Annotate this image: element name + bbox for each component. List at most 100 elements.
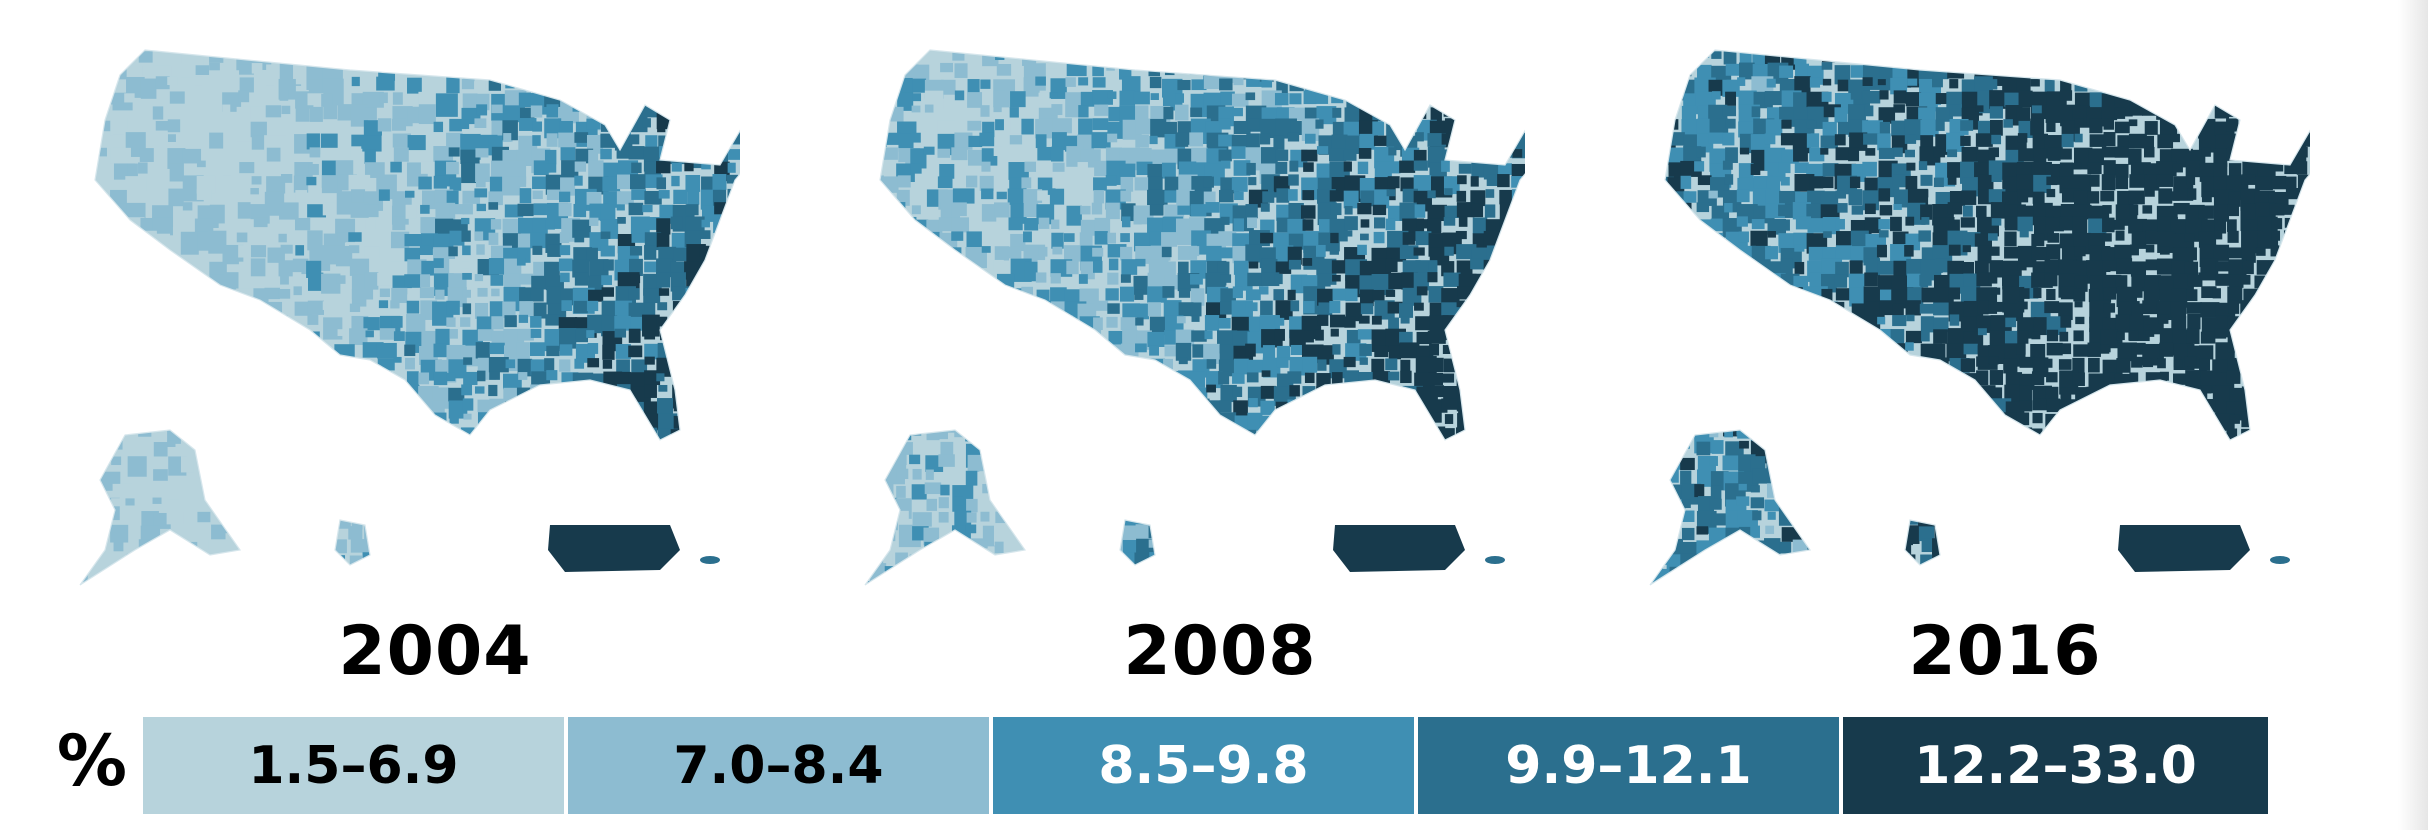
county-cell bbox=[2257, 370, 2270, 384]
county-cell bbox=[1315, 399, 1326, 407]
county-cell bbox=[169, 387, 183, 402]
county-cell bbox=[2072, 372, 2085, 386]
county-cell bbox=[517, 176, 527, 187]
county-cell bbox=[1204, 428, 1221, 444]
county-cell bbox=[1232, 373, 1245, 384]
county-cell bbox=[1105, 175, 1117, 186]
county-cell bbox=[1105, 554, 1124, 572]
county-cell bbox=[1932, 76, 1943, 88]
county-cell bbox=[897, 275, 907, 285]
county-cell bbox=[1863, 133, 1880, 145]
county-cell bbox=[1289, 525, 1305, 540]
county-cell bbox=[547, 244, 561, 257]
county-cell bbox=[1204, 580, 1223, 585]
county-cell bbox=[1655, 258, 1664, 269]
county-cell bbox=[2129, 104, 2143, 116]
county-cell bbox=[1204, 315, 1220, 331]
county-cell bbox=[1823, 398, 1833, 409]
county-cell bbox=[180, 328, 193, 342]
map-2008 bbox=[805, 30, 1525, 610]
county-cell bbox=[561, 401, 577, 412]
county-cell bbox=[865, 275, 875, 300]
county-cell bbox=[404, 454, 427, 471]
county-cell bbox=[406, 371, 419, 386]
county-cell bbox=[1694, 161, 1705, 172]
county-cell bbox=[1750, 286, 1761, 294]
county-cell bbox=[1344, 230, 1353, 237]
county-cell bbox=[728, 426, 740, 449]
county-cell bbox=[631, 470, 650, 492]
county-cell bbox=[460, 555, 473, 565]
county-cell bbox=[939, 568, 952, 583]
county-cell bbox=[1064, 356, 1086, 377]
county-cell bbox=[882, 289, 904, 314]
county-cell bbox=[476, 316, 493, 331]
county-cell bbox=[574, 79, 592, 101]
county-cell bbox=[1063, 583, 1075, 585]
county-cell bbox=[573, 90, 587, 107]
county-cell bbox=[1161, 232, 1178, 247]
county-cell bbox=[1134, 455, 1154, 474]
county-cell bbox=[80, 538, 83, 555]
county-cell bbox=[1092, 50, 1114, 67]
county-cell bbox=[1512, 78, 1525, 101]
county-cell bbox=[588, 160, 604, 177]
county-cell bbox=[685, 566, 696, 575]
county-cell bbox=[1932, 400, 1950, 422]
county-cell bbox=[1795, 63, 1810, 81]
county-cell bbox=[1023, 231, 1032, 243]
county-cell bbox=[1205, 510, 1216, 518]
county-cell bbox=[1078, 274, 1088, 284]
county-cell bbox=[572, 441, 582, 450]
county-cell bbox=[966, 231, 982, 248]
county-cell bbox=[603, 443, 624, 462]
county-cell bbox=[1164, 386, 1178, 404]
county-cell bbox=[475, 342, 490, 359]
county-cell bbox=[1191, 330, 1207, 342]
county-cell bbox=[1443, 428, 1455, 444]
county-cell bbox=[895, 566, 910, 583]
county-cell bbox=[196, 160, 206, 168]
county-cell bbox=[2185, 119, 2199, 137]
county-cell bbox=[420, 274, 431, 288]
county-cell bbox=[1736, 189, 1750, 203]
county-cell bbox=[726, 93, 740, 110]
county-cell bbox=[589, 62, 602, 74]
county-cell bbox=[994, 483, 1013, 503]
county-cell bbox=[1960, 120, 1974, 131]
county-cell bbox=[1427, 272, 1438, 283]
county-cell bbox=[404, 247, 421, 262]
county-cell bbox=[2089, 118, 2103, 134]
county-cell bbox=[1206, 457, 1218, 468]
county-cell bbox=[701, 414, 723, 439]
county-cell bbox=[1035, 272, 1047, 283]
county-cell bbox=[865, 358, 875, 382]
county-cell bbox=[1360, 441, 1373, 455]
county-cell bbox=[155, 541, 166, 550]
county-cell bbox=[461, 538, 484, 561]
county-cell bbox=[1134, 443, 1144, 450]
county-cell bbox=[1415, 231, 1432, 246]
county-cell bbox=[1360, 233, 1369, 241]
county-cell bbox=[2170, 413, 2185, 426]
county-cell bbox=[2184, 356, 2197, 367]
county-cell bbox=[699, 385, 714, 405]
county-cell bbox=[1247, 359, 1265, 373]
county-cell bbox=[1162, 567, 1178, 582]
county-cell bbox=[2058, 359, 2072, 370]
county-cell bbox=[925, 399, 934, 407]
county-cell bbox=[1231, 454, 1249, 469]
county-cell bbox=[684, 50, 696, 63]
county-cell bbox=[2170, 64, 2185, 79]
county-cell bbox=[1807, 218, 1827, 233]
county-cell bbox=[1441, 398, 1458, 410]
county-cell bbox=[2102, 205, 2112, 214]
county-cell bbox=[505, 569, 515, 580]
county-cell bbox=[1469, 513, 1490, 533]
county-cell bbox=[588, 398, 603, 415]
county-cell bbox=[937, 176, 953, 189]
county-cell bbox=[1275, 300, 1293, 320]
county-cell bbox=[1259, 583, 1280, 585]
county-cell bbox=[1415, 132, 1424, 142]
county-cell bbox=[868, 202, 879, 210]
